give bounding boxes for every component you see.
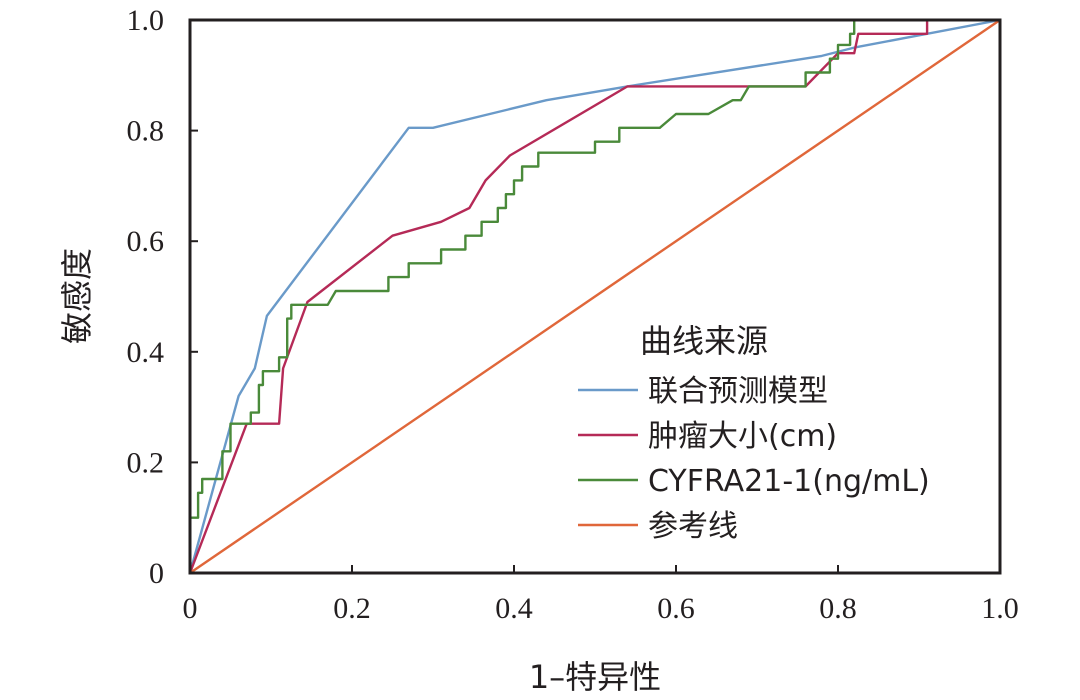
legend-label-3: CYFRA21-1(ng/mL) xyxy=(648,464,930,499)
x-tick-label: 0.8 xyxy=(819,592,857,625)
legend-title: 曲线来源 xyxy=(640,322,768,360)
x-tick-label: 0 xyxy=(183,592,198,625)
y-axis: 0 0.2 0.4 0.6 0.8 1.0 xyxy=(127,4,198,590)
series-line-1 xyxy=(188,18,1001,574)
plot-frame xyxy=(188,18,1002,575)
legend-label-2: 肿瘤大小(cm) xyxy=(648,419,837,454)
x-tick-label: 0.6 xyxy=(657,592,695,625)
series-line-3 xyxy=(188,18,1000,573)
series-line-2 xyxy=(188,18,1000,574)
y-tick-label: 0.4 xyxy=(127,336,165,369)
x-tick-label: 0.4 xyxy=(495,592,533,625)
y-tick-label: 0.8 xyxy=(127,115,165,148)
legend-label-4: 参考线 xyxy=(648,509,738,544)
y-tick-label: 0.6 xyxy=(127,225,165,258)
x-axis-title: 1–特异性 xyxy=(529,658,661,696)
y-axis-title: 敏感度 xyxy=(58,248,96,344)
x-axis: 0 0.2 0.4 0.6 0.8 1.0 xyxy=(183,565,1019,625)
y-tick-label: 1.0 xyxy=(127,4,165,37)
y-tick-label: 0.2 xyxy=(127,446,165,479)
x-tick-label: 0.2 xyxy=(333,592,371,625)
series-line-4 xyxy=(189,19,1001,574)
x-tick-label: 1.0 xyxy=(981,592,1019,625)
series-layer xyxy=(188,18,1001,574)
y-tick-label: 0 xyxy=(149,557,164,590)
legend-label-1: 联合预测模型 xyxy=(648,374,828,409)
